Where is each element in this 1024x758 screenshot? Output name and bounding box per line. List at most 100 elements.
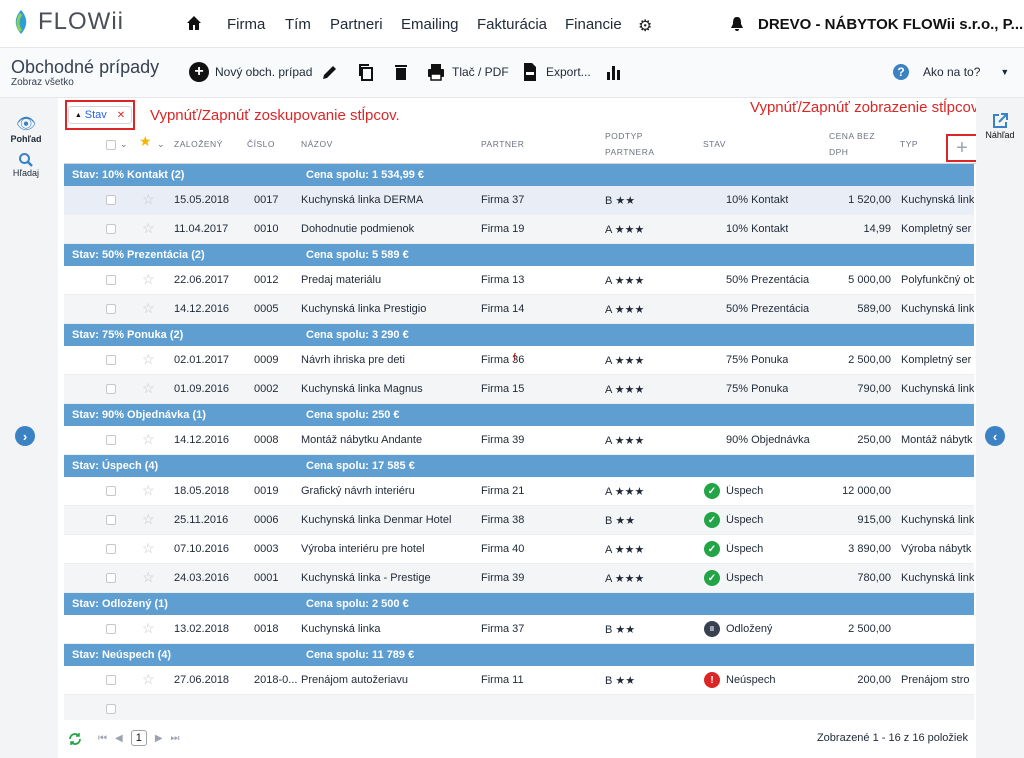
favorite-star-icon[interactable]: ☆	[142, 220, 155, 236]
nav-emailing[interactable]: Emailing	[401, 16, 459, 33]
star-chevron-icon[interactable]: ⌄	[157, 139, 166, 149]
group-header-row[interactable]: Stav: 50% Prezentácia (2) Cena spolu: 5 5…	[64, 244, 974, 266]
row-checkbox[interactable]	[106, 515, 116, 525]
copy-button[interactable]	[356, 62, 382, 82]
favorite-star-icon[interactable]: ☆	[142, 191, 155, 207]
favorite-star-icon[interactable]: ☆	[142, 671, 155, 687]
group-header-row[interactable]: Stav: 75% Ponuka (2) Cena spolu: 3 290 €	[64, 324, 974, 346]
table-row-partial[interactable]	[64, 695, 974, 720]
group-header-row[interactable]: Stav: Neúspech (4) Cena spolu: 11 789 €	[64, 644, 974, 666]
bell-icon[interactable]	[730, 16, 744, 32]
view-label: Pohľad	[10, 134, 42, 144]
delete-button[interactable]	[391, 62, 417, 82]
cell-created: 01.09.2016	[174, 383, 230, 395]
row-checkbox[interactable]	[106, 486, 116, 496]
col-status[interactable]: STAV	[703, 139, 726, 149]
next-page-icon[interactable]: ▶	[154, 732, 163, 744]
row-checkbox[interactable]	[106, 704, 116, 714]
nav-tim[interactable]: Tím	[285, 16, 311, 33]
chevron-down-icon[interactable]: ▼	[1000, 67, 1010, 77]
company-name[interactable]: DREVO - NÁBYTOK FLOWii s.r.o., P...	[758, 16, 1024, 33]
star-header-icon[interactable]: ★	[139, 133, 153, 149]
export-button[interactable]: Export...	[520, 62, 591, 82]
col-number[interactable]: ČÍSLO	[247, 139, 276, 149]
app-logo[interactable]: FLOWii	[10, 8, 124, 36]
group-header-row[interactable]: Stav: Odložený (1) Cena spolu: 2 500 €	[64, 593, 974, 615]
table-row[interactable]: ☆ 14.12.2016 0005 Kuchynská linka Prestigio…	[64, 295, 974, 324]
search-button[interactable]: Hľadaj	[0, 152, 52, 178]
remove-group-icon[interactable]: ✕	[116, 109, 126, 121]
favorite-star-icon[interactable]: ☆	[142, 431, 155, 447]
favorite-star-icon[interactable]: ☆	[142, 300, 155, 316]
group-chip-stav[interactable]: ▲ Stav ✕	[67, 106, 133, 124]
current-page[interactable]: 1	[130, 730, 147, 746]
expand-right-button[interactable]: ‹	[985, 426, 1005, 446]
row-checkbox[interactable]	[106, 435, 116, 445]
row-checkbox[interactable]	[106, 384, 116, 394]
table-row[interactable]: ☆ 01.09.2016 0002 Kuchynská linka Magnus Fir…	[64, 375, 974, 404]
nav-partneri[interactable]: Partneri	[330, 16, 383, 33]
table-row[interactable]: ☆ 27.06.2018 2018-0... Prenájom autožeriavu…	[64, 666, 974, 695]
table-row[interactable]: ☆ 02.01.2017 0009 Návrh ihriska pre deti Fir…	[64, 346, 974, 375]
row-checkbox[interactable]	[106, 304, 116, 314]
cell-name: Kuchynská linka Denmar Hotel	[301, 514, 452, 526]
table-row[interactable]: ☆ 15.05.2018 0017 Kuchynská linka DERMA Firm…	[64, 186, 974, 215]
nav-firma[interactable]: Firma	[227, 16, 266, 33]
favorite-star-icon[interactable]: ☆	[142, 620, 155, 636]
row-checkbox[interactable]	[106, 675, 116, 685]
expand-left-button[interactable]: ›	[15, 426, 35, 446]
edit-button[interactable]	[320, 62, 346, 82]
col-partner[interactable]: PARTNER	[481, 139, 525, 149]
row-checkbox[interactable]	[106, 355, 116, 365]
table-row[interactable]: ☆ 11.04.2017 0010 Dohodnutie podmienok Firma…	[64, 215, 974, 244]
table-row[interactable]: ☆ 24.03.2016 0001 Kuchynská linka - Prestig…	[64, 564, 974, 593]
col-type[interactable]: TYP	[900, 139, 919, 149]
nav-financie[interactable]: Financie	[565, 16, 622, 33]
refresh-icon[interactable]	[68, 732, 82, 746]
col-price[interactable]: CENA BEZ DPH	[829, 128, 875, 160]
col-name[interactable]: NÁZOV	[301, 139, 333, 149]
row-checkbox[interactable]	[106, 544, 116, 554]
row-checkbox[interactable]	[106, 275, 116, 285]
select-all-checkbox[interactable]	[106, 140, 116, 150]
help-button[interactable]: ? Ako na to? ▼	[893, 64, 1009, 80]
last-page-icon[interactable]: ⏭	[170, 732, 180, 744]
group-header-row[interactable]: Stav: Úspech (4) Cena spolu: 17 585 €	[64, 455, 974, 477]
group-header-row[interactable]: Stav: 90% Objednávka (1) Cena spolu: 250 …	[64, 404, 974, 426]
favorite-star-icon[interactable]: ☆	[142, 380, 155, 396]
gear-icon[interactable]: ⚙	[638, 18, 653, 35]
print-pdf-button[interactable]: Tlač / PDF	[426, 62, 509, 82]
new-case-button[interactable]: + Nový obch. prípad	[189, 62, 312, 82]
table-row[interactable]: ☆ 07.10.2016 0003 Výroba interiéru pre hote…	[64, 535, 974, 564]
favorite-star-icon[interactable]: ☆	[142, 511, 155, 527]
first-page-icon[interactable]: ⏮	[98, 732, 107, 744]
col-subtype[interactable]: PODTYP PARTNERA	[605, 128, 655, 160]
group-header-row[interactable]: Stav: 10% Kontakt (2) Cena spolu: 1 534,9…	[64, 164, 974, 186]
table-row[interactable]: ☆ 13.02.2018 0018 Kuchynská linka Firma 37 B …	[64, 615, 974, 644]
select-chevron-icon[interactable]: ⌄	[120, 139, 129, 149]
cell-number: 0006	[254, 514, 279, 526]
row-checkbox[interactable]	[106, 195, 116, 205]
row-checkbox[interactable]	[106, 624, 116, 634]
row-checkbox[interactable]	[106, 224, 116, 234]
nav-fakturacia[interactable]: Fakturácia	[477, 16, 548, 33]
table-row[interactable]: ☆ 22.06.2017 0012 Predaj materiálu Firma 13 A…	[64, 266, 974, 295]
view-button[interactable]: 👁 Pohľad	[0, 114, 52, 144]
row-checkbox[interactable]	[106, 573, 116, 583]
table-row[interactable]: ☆ 25.11.2016 0006 Kuchynská linka Denmar Ho…	[64, 506, 974, 535]
favorite-star-icon[interactable]: ☆	[142, 351, 155, 367]
table-row[interactable]: ☆ 18.05.2018 0019 Grafický návrh interiéru F…	[64, 477, 974, 506]
favorite-star-icon[interactable]: ☆	[142, 271, 155, 287]
col-created[interactable]: ZALOŽENÝ	[174, 139, 223, 149]
stats-button[interactable]	[604, 62, 630, 82]
favorite-star-icon[interactable]: ☆	[142, 482, 155, 498]
page-subtitle[interactable]: Zobraz všetko	[11, 77, 74, 88]
success-check-icon: ✓	[704, 483, 720, 499]
add-column-button[interactable]: +	[946, 134, 978, 162]
home-icon[interactable]	[186, 15, 202, 31]
preview-button[interactable]: Náhľad	[976, 112, 1024, 140]
favorite-star-icon[interactable]: ☆	[142, 569, 155, 585]
favorite-star-icon[interactable]: ☆	[142, 540, 155, 556]
table-row[interactable]: ☆ 14.12.2016 0008 Montáž nábytku Andante Fir…	[64, 426, 974, 455]
prev-page-icon[interactable]: ◀	[115, 732, 123, 744]
